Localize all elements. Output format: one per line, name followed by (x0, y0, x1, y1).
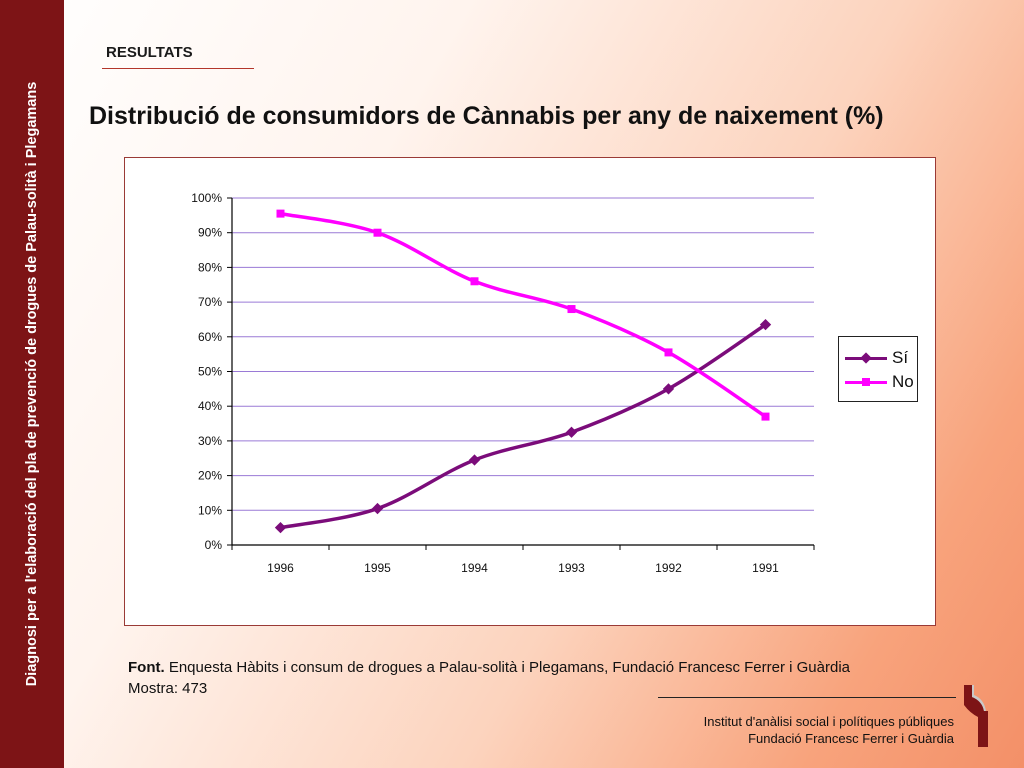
data-point (373, 228, 382, 237)
institution-line-2: Fundació Francesc Ferrer i Guàrdia (748, 731, 954, 746)
sidebar-title: Diagnosi per a l'elaboració del pla de p… (24, 81, 40, 687)
source-text: Enquesta Hàbits i consum de drogues a Pa… (168, 659, 851, 676)
x-tick-label: 1994 (461, 561, 488, 575)
footer-divider (658, 697, 956, 698)
institute-logo-icon (964, 685, 988, 747)
source-note: Font. Enquesta Hàbits i consum de drogue… (128, 659, 850, 676)
data-point (761, 412, 770, 421)
data-point (468, 454, 481, 466)
legend-item-si: Sí (845, 348, 917, 368)
section-divider (102, 68, 254, 69)
sidebar: Diagnosi per a l'elaboració del pla de p… (0, 0, 64, 768)
x-tick-label: 1992 (655, 561, 682, 575)
sample-size: Mostra: 473 (128, 680, 208, 697)
y-tick-label: 20% (198, 469, 222, 483)
chart-legend: Sí No (838, 336, 918, 402)
legend-item-no: No (845, 372, 917, 392)
y-tick-label: 30% (198, 434, 222, 448)
legend-marker-si (860, 352, 872, 364)
data-point (662, 383, 675, 395)
x-tick-label: 1995 (364, 561, 391, 575)
institution-line-1: Institut d'anàlisi social i polítiques p… (703, 714, 954, 729)
data-point (276, 209, 285, 218)
legend-label-no: No (892, 372, 914, 391)
y-tick-label: 100% (191, 191, 222, 205)
source-label: Font. (128, 659, 165, 676)
data-point (371, 502, 384, 515)
series-line-1 (280, 211, 767, 419)
line-chart: 0% 10% 20% 30% 40% 50% 60% 70% 80% 90% 100% 1996 199… (191, 191, 815, 575)
y-tick-label: 70% (198, 295, 222, 309)
data-point (759, 318, 772, 331)
y-tick-label: 80% (198, 260, 222, 274)
data-point (565, 426, 578, 438)
x-tick-label: 1993 (558, 561, 585, 575)
data-point (470, 277, 479, 286)
legend-label-si: Sí (892, 348, 909, 367)
y-tick-label: 10% (198, 503, 222, 517)
x-tick-label: 1991 (752, 561, 779, 575)
y-tick-label: 50% (198, 365, 222, 379)
x-tick-label: 1996 (267, 561, 294, 575)
data-point (664, 348, 673, 357)
y-tick-label: 60% (198, 330, 222, 344)
series-line-0 (280, 323, 767, 530)
y-tick-label: 90% (198, 226, 222, 240)
chart-container: 0% 10% 20% 30% 40% 50% 60% 70% 80% 90% 100% 1996 199… (124, 157, 936, 626)
y-tick-label: 0% (205, 538, 223, 552)
page-title: Distribució de consumidors de Cànnabis p… (89, 102, 884, 130)
data-point (274, 521, 287, 534)
section-label: RESULTATS (106, 44, 193, 61)
legend-marker-no (862, 378, 870, 386)
y-tick-label: 40% (198, 399, 222, 413)
data-point (567, 305, 576, 314)
